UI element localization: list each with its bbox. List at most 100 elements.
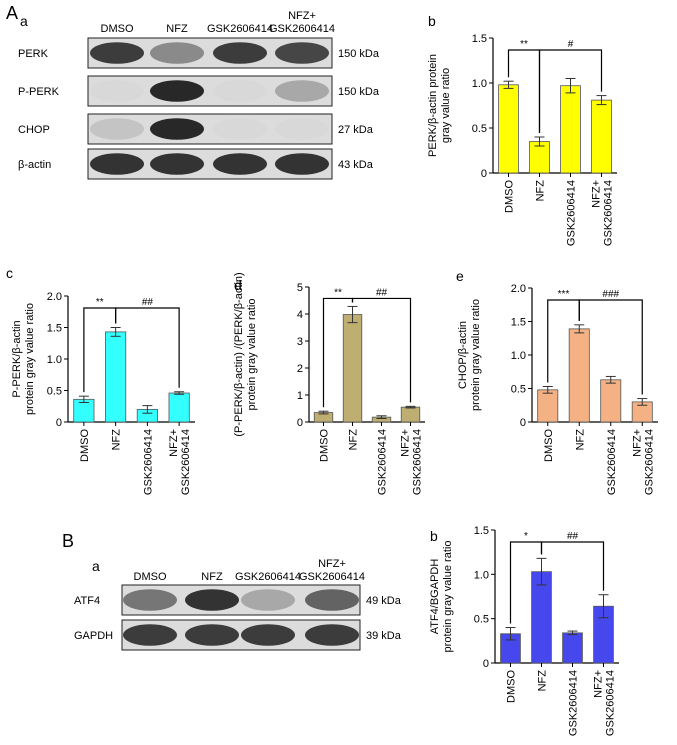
- bar: [568, 328, 590, 423]
- y-tick-label: 0: [520, 417, 526, 429]
- blot-band: [213, 153, 267, 175]
- panel-a-label: A: [6, 3, 18, 23]
- blot-lane-label: NFZ+ GSK2606414: [299, 558, 365, 583]
- blot-kda-label: 27 kDa: [338, 124, 374, 136]
- y-tick-label: 3: [297, 336, 303, 348]
- blot-kda-label: 150 kDa: [338, 48, 380, 60]
- blot-band: [185, 624, 239, 646]
- significance-label: **: [520, 39, 528, 50]
- blot-band: [123, 589, 177, 611]
- y-tick-label: 0: [481, 168, 487, 180]
- y-tick-label: 0.5: [472, 123, 487, 135]
- blot-band: [241, 624, 295, 646]
- blot-band: [90, 153, 144, 175]
- panel-b-label: B: [62, 531, 74, 551]
- bar: [400, 406, 421, 423]
- y-tick-label: 5: [297, 282, 303, 294]
- significance-label: #: [568, 39, 574, 50]
- x-tick-label: GSK2606414: [377, 429, 389, 495]
- y-tick-label: 1.5: [511, 317, 526, 329]
- blot-band: [241, 589, 295, 611]
- blot-band: [275, 42, 329, 64]
- y-axis-label: (P-PERK/β-actin) /(PERK/β-actin)protein …: [233, 272, 258, 436]
- x-tick-label: NFZ: [535, 180, 547, 202]
- blot-band: [305, 589, 359, 611]
- subpanel-ae-label: e: [456, 268, 464, 284]
- y-tick-label: 0.5: [474, 614, 489, 626]
- blot-band: [150, 42, 204, 64]
- blot-band: [275, 80, 329, 102]
- significance-label: **: [334, 287, 342, 298]
- y-tick-label: 0: [297, 417, 303, 429]
- x-tick-label: DMSO: [79, 429, 91, 462]
- x-tick-label: NFZ+GSK2606414: [593, 670, 617, 736]
- bar: [537, 389, 559, 423]
- y-tick-label: 1.0: [47, 354, 62, 366]
- y-tick-label: 2.0: [47, 291, 62, 303]
- y-axis-label: ATF4/BGAPDHprotein gray value ratio: [429, 541, 454, 653]
- blot-lane-label: GSK2606414: [207, 23, 273, 35]
- blot-row-label: PERK: [18, 48, 49, 60]
- x-tick-label: GSK2606414: [142, 429, 154, 495]
- significance-label: ***: [558, 289, 570, 300]
- chart-A-c: 0 0.5 1.0 1.5 2.0 P-PERK/β-actinprotein gray …: [11, 291, 195, 495]
- y-tick-label: 1.0: [474, 569, 489, 581]
- bar: [600, 379, 622, 423]
- blot-band: [305, 624, 359, 646]
- blot-lane-label: GSK2606414: [235, 571, 301, 583]
- chart-A-e: 0 0.5 1.0 1.5 2.0 CHOP/β-actinprotein gray va…: [457, 283, 658, 495]
- significance-label: ##: [142, 297, 154, 308]
- significance-bracket: [540, 541, 605, 591]
- blot-kda-label: 39 kDa: [366, 630, 402, 642]
- blot-band: [90, 118, 144, 140]
- blot-lane-label: NFZ: [166, 23, 188, 35]
- blot-kda-label: 43 kDa: [338, 159, 374, 171]
- y-tick-label: 1.0: [472, 78, 487, 90]
- blot-band: [275, 118, 329, 140]
- blot-band: [213, 80, 267, 102]
- y-tick-label: 1.5: [47, 323, 62, 335]
- x-tick-label: DMSO: [543, 429, 555, 462]
- blot-band: [90, 42, 144, 64]
- x-tick-label: GSK2606414: [606, 429, 618, 495]
- blot-band: [123, 624, 177, 646]
- blot-row-label: ATF4: [74, 595, 100, 607]
- x-tick-label: NFZ: [537, 670, 549, 692]
- blot-row-label: CHOP: [18, 124, 50, 136]
- blot-lane-label: NFZ: [201, 571, 223, 583]
- x-tick-label: NFZ: [574, 429, 586, 451]
- y-tick-label: 4: [297, 309, 303, 321]
- y-tick-label: 1.5: [474, 525, 489, 537]
- x-tick-label: DMSO: [319, 429, 331, 462]
- blot-row-label: β-actin: [18, 159, 51, 171]
- y-tick-label: 0: [56, 417, 62, 429]
- blot-lane-label: DMSO: [134, 571, 167, 583]
- subpanel-ba-label: a: [92, 558, 100, 574]
- y-tick-label: 1.0: [511, 350, 526, 362]
- x-tick-label: DMSO: [504, 180, 516, 213]
- bar: [498, 84, 519, 174]
- blot-lane-label: DMSO: [101, 23, 134, 35]
- y-tick-label: 0: [483, 658, 489, 670]
- blot-band: [150, 118, 204, 140]
- significance-label: ##: [376, 287, 388, 298]
- x-tick-label: NFZ+GSK2606414: [400, 429, 424, 495]
- y-tick-label: 0.5: [511, 384, 526, 396]
- x-tick-label: GSK2606414: [568, 670, 580, 736]
- blot-lane-label: NFZ+ GSK2606414: [269, 10, 335, 35]
- blot-band: [150, 153, 204, 175]
- subpanel-ab-label: b: [428, 13, 436, 29]
- chart-A-b: 0 0.5 1.0 1.5 PERK/β-actin proteingray value…: [427, 33, 617, 246]
- x-tick-label: GSK2606414: [566, 180, 578, 246]
- blot-band: [150, 80, 204, 102]
- subpanel-bb-label: b: [430, 528, 438, 544]
- bar: [560, 85, 581, 174]
- x-tick-label: DMSO: [506, 670, 518, 703]
- y-tick-label: 0.5: [47, 386, 62, 398]
- subpanel-ac-label: c: [6, 265, 13, 281]
- bar: [342, 314, 363, 423]
- blot-band: [213, 42, 267, 64]
- chart-A-d: 0 1 2 3 4 5 (P-PERK/β-actin) /(PERK/β-actin)pr…: [233, 272, 425, 495]
